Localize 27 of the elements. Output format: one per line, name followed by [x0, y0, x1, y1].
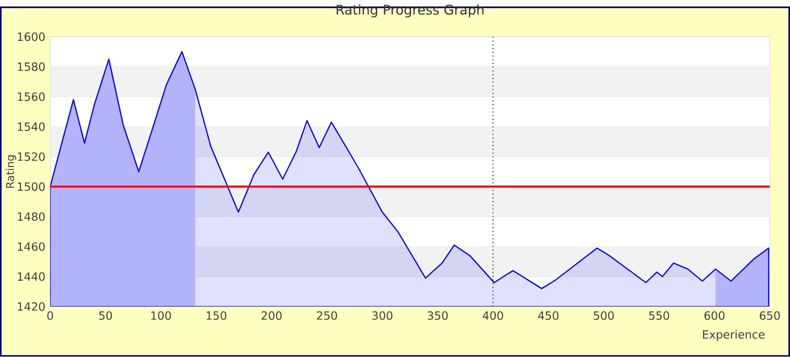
- y-tick-label: 1520: [18, 152, 45, 162]
- x-tick-label: 150: [206, 311, 226, 320]
- y-tick-label: 1440: [18, 272, 45, 281]
- chart-title: Rating Progress Graph: [336, 4, 484, 18]
- y-tick-label: 1560: [18, 92, 45, 102]
- y-tick-label: 1600: [18, 32, 45, 42]
- x-tick-label: 650: [760, 311, 780, 320]
- x-tick-label: 100: [151, 311, 171, 320]
- x-tick-label: 300: [372, 311, 392, 320]
- x-tick-label: 600: [704, 311, 725, 320]
- x-tick-label: 200: [262, 311, 282, 320]
- x-tick-label: 50: [99, 311, 112, 320]
- x-tick-label: 350: [428, 311, 448, 320]
- y-tick-label: 1420: [18, 302, 45, 311]
- x-tick-label: 400: [482, 311, 504, 320]
- y-tick-label: 1460: [18, 242, 45, 252]
- x-tick-label: 250: [316, 311, 338, 320]
- y-tick-label: 1580: [18, 62, 45, 72]
- x-tick-label: 550: [649, 311, 670, 320]
- x-tick-label: 500: [594, 311, 614, 320]
- x-tick-label: 0: [47, 311, 54, 320]
- x-axis-title: Experience: [703, 330, 765, 342]
- y-tick-label: 1500: [18, 182, 45, 192]
- y-axis-title: Rating: [6, 156, 16, 188]
- y-tick-label: 1480: [18, 212, 45, 222]
- y-tick-label: 1540: [18, 122, 45, 132]
- x-tick-label: 450: [538, 311, 558, 320]
